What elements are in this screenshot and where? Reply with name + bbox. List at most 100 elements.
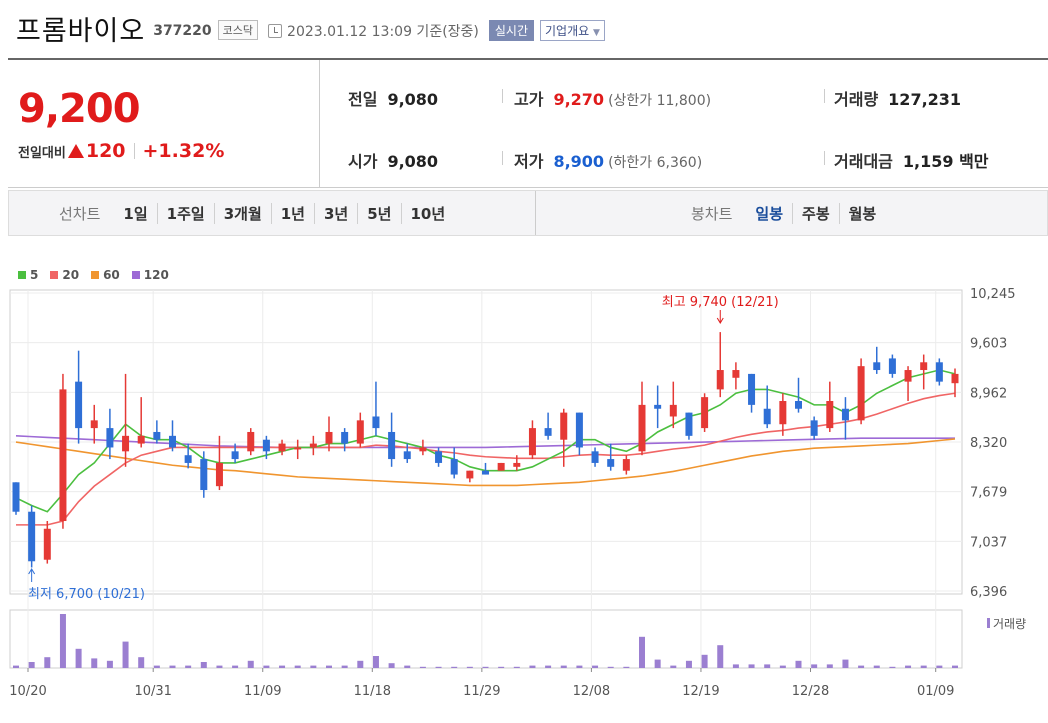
period-option[interactable]: 주봉 — [792, 202, 839, 224]
volume-legend-swatch — [987, 618, 990, 628]
volume-label: 거래량 — [834, 90, 879, 109]
y-tick-label: 7,679 — [970, 486, 1007, 501]
volume-bar — [952, 665, 958, 668]
x-tick-label: 11/09 — [244, 684, 281, 699]
candle-body — [920, 362, 928, 371]
period-option[interactable]: 5년 — [357, 202, 400, 224]
volume-bar — [607, 666, 614, 668]
candle-body — [262, 439, 270, 452]
candle-body — [28, 511, 36, 562]
legend-item: 20 — [50, 268, 79, 282]
period-option[interactable]: 3개월 — [213, 202, 271, 224]
candle-body — [106, 428, 114, 448]
candle-body — [153, 431, 161, 440]
candle-body — [935, 362, 943, 382]
volume-bar — [545, 665, 552, 668]
candle-body — [654, 404, 662, 409]
period-option[interactable]: 1년 — [270, 202, 314, 224]
candle-body — [75, 381, 83, 429]
volume-bar — [122, 641, 129, 668]
legend-label: 120 — [143, 268, 169, 282]
divider — [133, 143, 135, 159]
candle-body — [372, 416, 380, 429]
volume-bar — [905, 665, 912, 668]
high-label: 고가 — [514, 90, 544, 109]
high-arrow-head — [716, 317, 724, 324]
high-annotation: 최고 9,740 (12/21) — [662, 295, 779, 310]
candle-body — [294, 447, 302, 450]
period-option[interactable]: 10년 — [400, 202, 455, 224]
candle-body — [90, 420, 98, 429]
volume-bar — [795, 660, 802, 668]
volume-bar — [169, 665, 176, 668]
volume-bar — [529, 665, 536, 668]
low-value: 8,900 — [553, 152, 605, 171]
volume-bar — [451, 666, 458, 668]
volume-bar — [247, 660, 254, 668]
period-option[interactable]: 월봉 — [838, 202, 886, 224]
volume-bar — [873, 665, 880, 668]
lower-limit: (하한가 6,360) — [608, 155, 703, 171]
candle-body — [403, 451, 411, 460]
candle-body — [826, 401, 834, 429]
candle-body — [356, 420, 364, 444]
candle-body — [59, 389, 67, 522]
candle-body — [857, 366, 865, 421]
volume-bar — [185, 665, 192, 668]
period-option[interactable]: 3년 — [314, 202, 357, 224]
x-tick-label: 10/20 — [9, 684, 46, 699]
open-label: 시가 — [348, 152, 378, 171]
candle-body — [779, 401, 787, 425]
candle-body — [513, 462, 521, 467]
volume-bar — [294, 665, 301, 668]
open-price: 시가 9,080 — [348, 148, 438, 172]
candle-body — [888, 358, 896, 374]
company-overview-dropdown[interactable]: 기업개요 ▼ — [540, 19, 605, 41]
candle-body — [560, 412, 568, 440]
volume-bar — [779, 665, 786, 668]
x-tick-label: 11/18 — [354, 684, 391, 699]
candle-body — [810, 420, 818, 436]
candle-body — [325, 431, 333, 444]
realtime-button[interactable]: 실시간 — [488, 19, 535, 41]
volume-bar — [717, 645, 724, 668]
y-tick-label: 8,962 — [970, 386, 1007, 401]
volume-bar — [138, 657, 145, 668]
volume-bar — [811, 664, 818, 668]
volume-bar — [263, 665, 270, 668]
legend-swatch — [50, 271, 59, 279]
volume-bar — [576, 665, 583, 668]
period-option[interactable]: 일봉 — [755, 204, 784, 223]
candle-body — [716, 370, 724, 390]
candle-body — [669, 404, 677, 417]
volume-bar — [732, 664, 739, 668]
volume-bar — [279, 665, 286, 668]
candle-body — [466, 470, 474, 479]
volume-bar — [513, 666, 520, 668]
legend-label: 20 — [62, 268, 80, 282]
legend-item: 120 — [131, 268, 169, 282]
candle-body — [763, 408, 771, 425]
volume-bar — [357, 660, 364, 668]
volume-bar — [826, 664, 833, 668]
upper-limit: (상한가 11,800) — [608, 93, 712, 109]
period-option[interactable]: 1주일 — [156, 202, 214, 224]
candle-body — [591, 451, 599, 463]
legend-swatch — [131, 271, 140, 279]
volume-bar — [200, 662, 207, 668]
candle-body — [12, 482, 20, 512]
volume-bar — [28, 662, 35, 668]
volume-bar — [654, 659, 661, 668]
low-price: 저가 8,900 (하한가 6,360) — [514, 148, 702, 172]
candle-body — [215, 462, 223, 487]
x-tick-label: 10/31 — [134, 684, 171, 699]
open-value: 9,080 — [387, 152, 439, 171]
volume-bar — [842, 659, 849, 668]
volume-bar — [701, 654, 708, 668]
divider — [535, 191, 536, 235]
change-label: 전일대비 — [18, 145, 66, 161]
market-badge: 코스닥 — [217, 20, 259, 40]
period-option[interactable]: 1일 — [123, 204, 148, 223]
volume-bar — [592, 665, 599, 668]
x-tick-label: 11/29 — [463, 684, 500, 699]
